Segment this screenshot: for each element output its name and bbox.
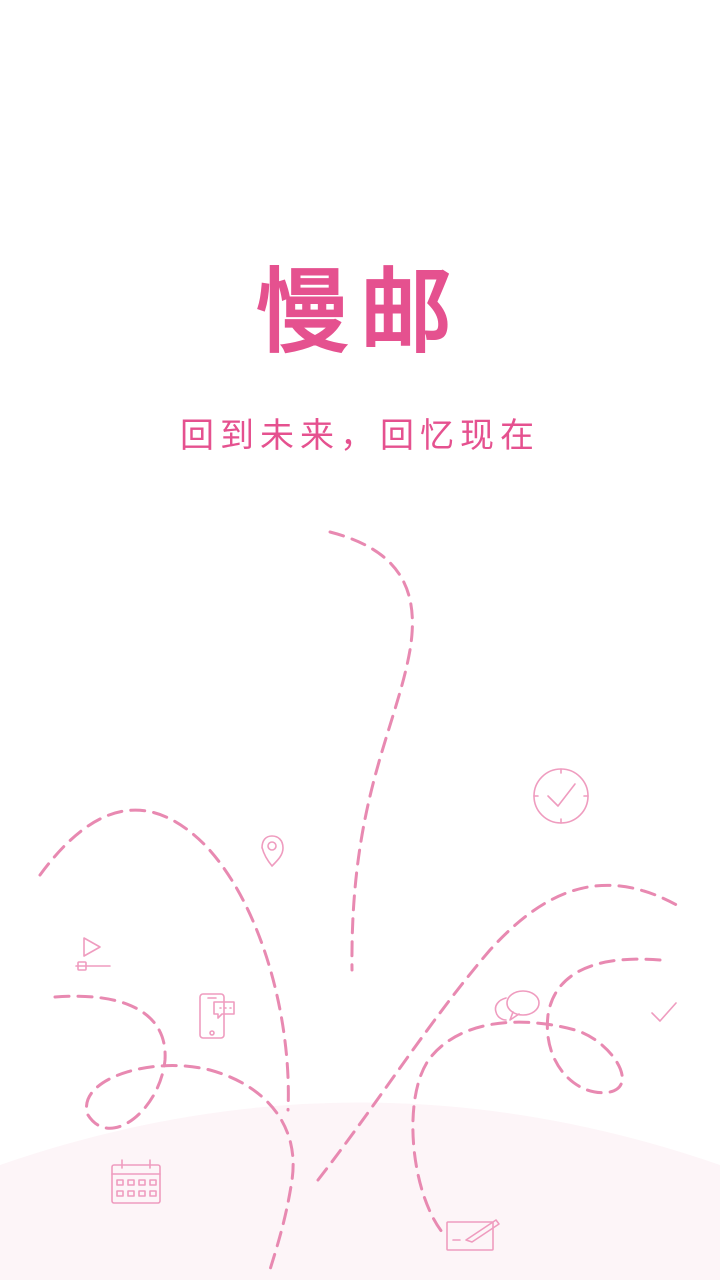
clock-icon <box>533 768 589 824</box>
play-slider-icon <box>75 937 111 971</box>
write-note-icon <box>446 1219 500 1251</box>
trail-left-loop <box>53 994 295 1278</box>
trail-right-sweep <box>316 883 684 1182</box>
phone-chat-icon <box>199 993 235 1039</box>
app-slogan: 回到未来，回忆现在 <box>180 416 540 456</box>
calendar-icon <box>111 1159 161 1204</box>
checkmark-icon <box>651 1002 677 1022</box>
ground-hill <box>0 1102 720 1280</box>
app-title: 慢邮 <box>255 259 464 366</box>
trail-left-arc <box>38 808 290 1112</box>
chat-bubbles-icon <box>494 990 540 1021</box>
location-pin-icon <box>261 835 284 867</box>
trail-center-tall <box>328 530 414 972</box>
trail-right-loop <box>411 957 662 1234</box>
